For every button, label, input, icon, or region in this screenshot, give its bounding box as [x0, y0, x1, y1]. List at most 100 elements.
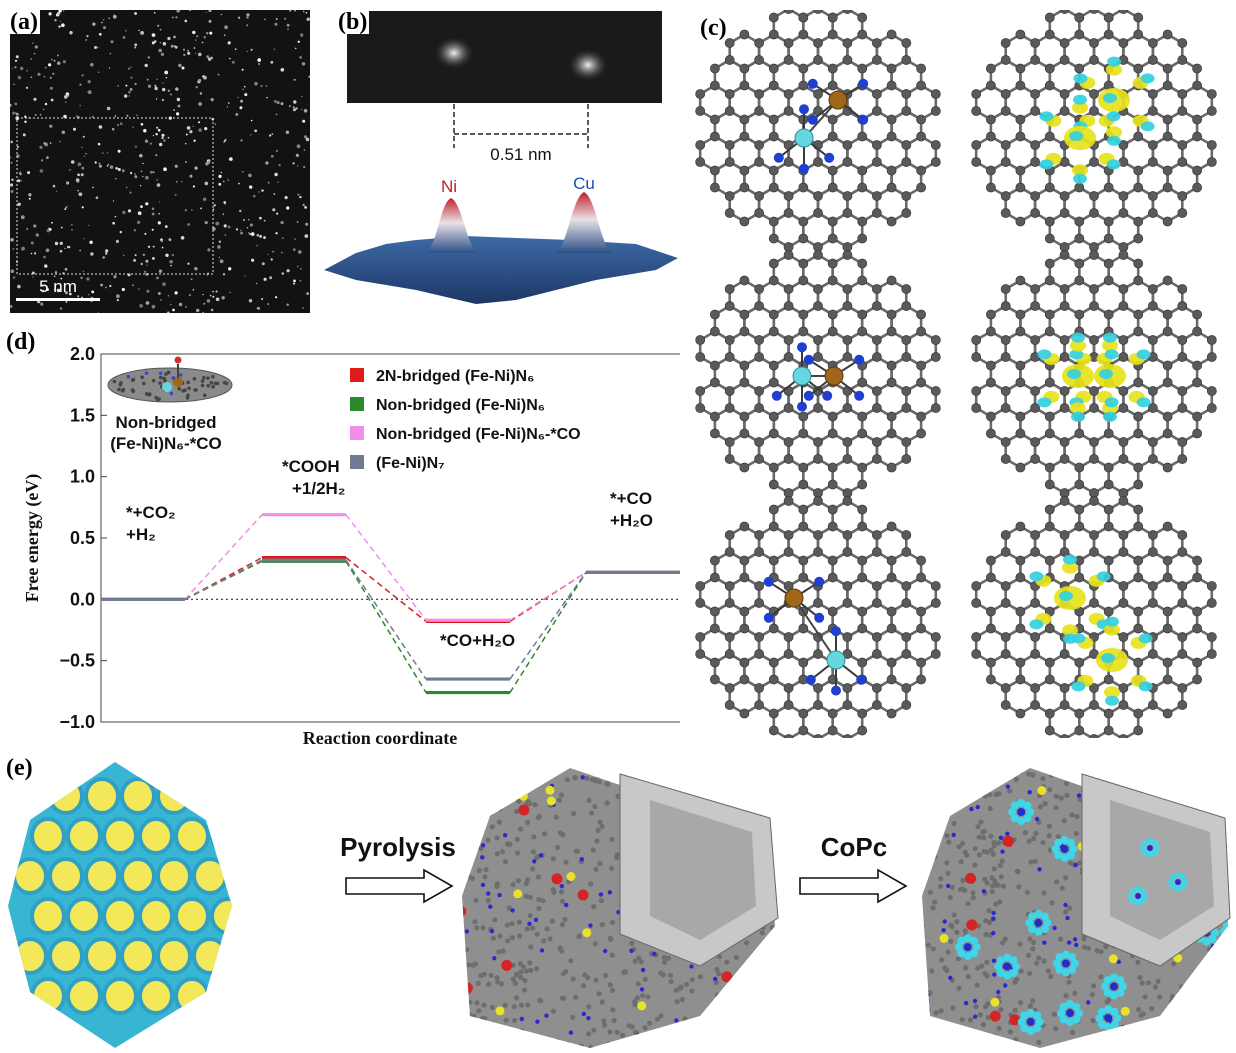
carbon-bead [750, 1018, 755, 1023]
carbon-atom [725, 106, 734, 115]
carbon-atom [917, 624, 926, 633]
carbon-atom [1207, 335, 1216, 344]
carbon-atom [1148, 598, 1157, 607]
carbon-bead [933, 788, 938, 793]
carbon-atom [858, 217, 867, 226]
nitrogen-bead [572, 756, 576, 758]
carbon-atom [887, 522, 896, 531]
carbon-atom [1119, 598, 1128, 607]
carbon-atom [1089, 55, 1098, 64]
carbon-atom [1119, 437, 1128, 446]
atom-speck [170, 265, 172, 267]
carbon-atom [828, 463, 837, 472]
carbon-bead [1025, 890, 1030, 895]
carbon-atom [1045, 327, 1054, 336]
carbon-bead [1142, 994, 1147, 999]
carbon-bead [541, 938, 546, 943]
atom-speck [247, 227, 249, 229]
carbon-atom [828, 607, 837, 616]
atom-speck [141, 171, 143, 173]
atom-speck [162, 282, 166, 286]
atom-speck [142, 176, 143, 177]
inset-atom [145, 392, 149, 396]
carbon-atom [872, 547, 881, 556]
atom-speck [228, 102, 230, 104]
nitrogen-bead [539, 853, 543, 857]
carbon-bead [950, 1005, 955, 1010]
carbon-atom [872, 581, 881, 590]
carbon-atom [986, 412, 995, 421]
carbon-atom [887, 30, 896, 39]
atom-speck [140, 31, 144, 35]
carbon-bead [495, 851, 500, 856]
carbon-bead [1059, 796, 1064, 801]
step-label: +H₂O [610, 511, 653, 530]
atom-speck [105, 249, 108, 252]
carbon-bead [593, 867, 598, 872]
carbon-bead [963, 965, 968, 970]
atom-speck [130, 77, 132, 79]
atom-speck [66, 301, 68, 303]
carbon-atom [1016, 132, 1025, 141]
atom-speck [223, 273, 225, 275]
carbon-atom [725, 284, 734, 293]
carbon-bead [473, 1041, 478, 1046]
nitrogen-bead [1065, 916, 1069, 920]
carbon-bead [643, 977, 648, 982]
copc-ring-atom [1205, 967, 1213, 975]
atom-speck [107, 152, 109, 154]
carbon-atom [872, 301, 881, 310]
atom-speck [126, 187, 128, 189]
atom-speck [162, 88, 165, 91]
carbon-atom [725, 89, 734, 98]
carbon-bead [651, 761, 656, 766]
carbon-bead [643, 1025, 648, 1030]
nitrogen-bead [952, 769, 956, 773]
carbon-bead [1218, 988, 1223, 993]
carbon-bead [591, 904, 596, 909]
carbon-bead [1136, 1007, 1141, 1012]
carbon-bead [920, 984, 925, 989]
carbon-bead [1058, 937, 1063, 942]
carbon-atom [1075, 429, 1084, 438]
carbon-atom [1060, 55, 1069, 64]
carbon-atom [887, 412, 896, 421]
carbon-bead [603, 973, 608, 978]
metal-site-yellow [637, 1001, 646, 1010]
carbon-atom [1119, 335, 1128, 344]
carbon-bead [522, 777, 527, 782]
carbon-bead [513, 981, 518, 986]
carbon-atom [1031, 547, 1040, 556]
nitrogen-bead [580, 857, 584, 861]
carbon-bead [1138, 1025, 1143, 1030]
carbon-bead [518, 961, 523, 966]
carbon-bead [921, 857, 926, 862]
atom-speck [261, 189, 263, 191]
carbon-atom [755, 284, 764, 293]
carbon-atom [902, 700, 911, 709]
carbon-atom [725, 335, 734, 344]
atom-speck [235, 113, 238, 116]
inset-atom [202, 376, 206, 380]
carbon-atom [740, 378, 749, 387]
atom-speck [254, 130, 257, 133]
carbon-atom [769, 310, 778, 319]
atom-speck [17, 146, 19, 148]
carbon-atom [887, 709, 896, 718]
atom-speck [108, 164, 109, 165]
carbon-atom [872, 191, 881, 200]
carbon-atom [1193, 183, 1202, 192]
nitrogen-atom [797, 342, 807, 352]
copc-ring-atom [936, 795, 944, 803]
carbon-bead [639, 959, 644, 964]
carbon-bead [981, 1022, 986, 1027]
copc-ring-atom [970, 937, 978, 945]
copc-ring-atom [1220, 961, 1228, 969]
inset-atom [201, 384, 205, 388]
carbon-atom [725, 157, 734, 166]
atom-speck [130, 172, 132, 174]
carbon-atom [710, 310, 719, 319]
atom-speck [220, 259, 224, 263]
carbon-bead [991, 852, 996, 857]
carbon-atom [1075, 13, 1084, 22]
